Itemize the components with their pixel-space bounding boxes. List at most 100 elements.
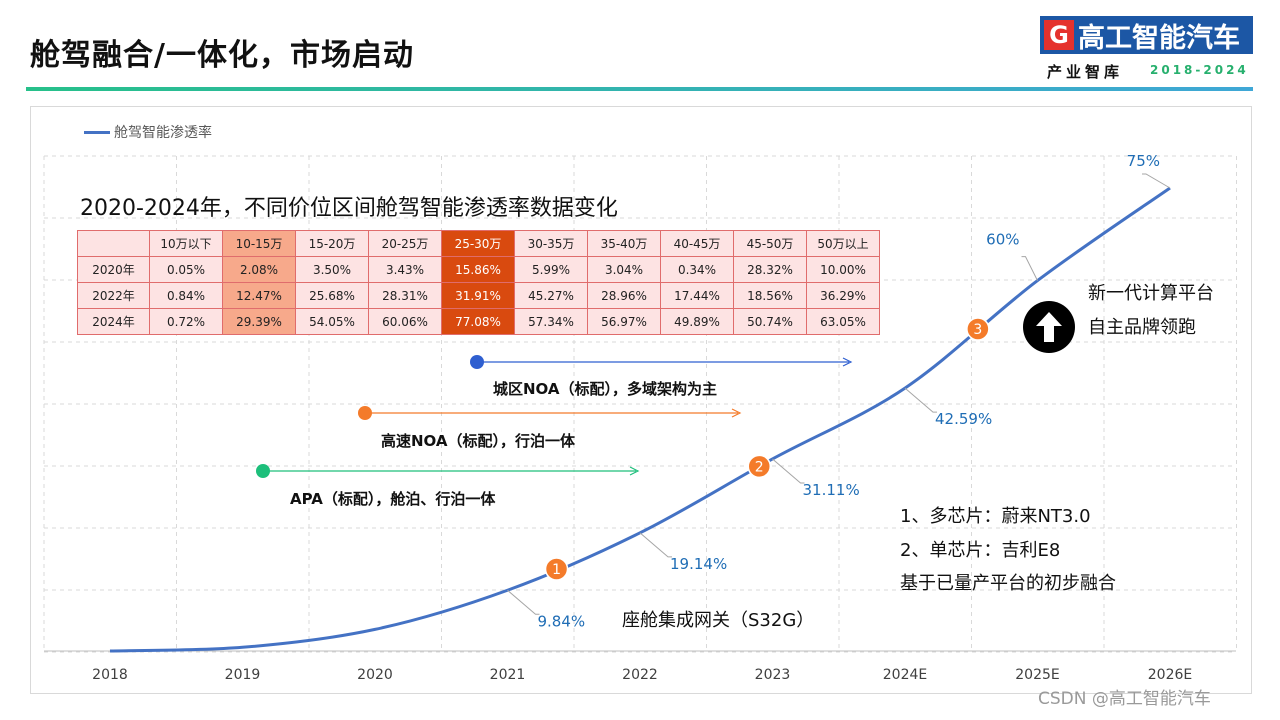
x-tick-label: 2020 bbox=[357, 667, 393, 683]
note-platform: 基于已量产平台的初步融合 bbox=[900, 573, 1116, 594]
table-header-cell: 30-35万 bbox=[514, 230, 588, 257]
table-row-year: 2024年 bbox=[77, 308, 150, 335]
table-cell: 63.05% bbox=[806, 308, 880, 335]
x-tick-label: 2018 bbox=[92, 667, 128, 683]
data-label: 60% bbox=[986, 231, 1019, 249]
x-tick-label: 2024E bbox=[883, 667, 927, 683]
table-cell: 29.39% bbox=[222, 308, 296, 335]
x-tick-label: 2019 bbox=[225, 667, 261, 683]
table-header-cell: 40-45万 bbox=[660, 230, 734, 257]
table-cell: 15.86% bbox=[441, 256, 515, 283]
table-cell: 5.99% bbox=[514, 256, 588, 283]
data-label: 75% bbox=[1127, 152, 1160, 170]
table-cell: 3.43% bbox=[368, 256, 442, 283]
table-row: 2024年 0.72% 29.39% 54.05% 60.06% 77.08% … bbox=[77, 308, 880, 335]
note-gateway: 座舱集成网关（S32G） bbox=[622, 610, 815, 631]
table-cell: 12.47% bbox=[222, 282, 296, 309]
table-cell: 28.31% bbox=[368, 282, 442, 309]
table-cell: 36.29% bbox=[806, 282, 880, 309]
page-title: 舱驾融合/一体化，市场启动 bbox=[30, 38, 414, 73]
logo-mark-icon: G bbox=[1044, 20, 1074, 50]
table-heading: 2020-2024年，不同价位区间舱驾智能渗透率数据变化 bbox=[80, 196, 618, 221]
x-tick-label: 2023 bbox=[755, 667, 791, 683]
table-cell: 17.44% bbox=[660, 282, 734, 309]
data-label-leader bbox=[507, 589, 540, 615]
table-cell: 50.74% bbox=[733, 308, 807, 335]
legend-line-icon bbox=[84, 130, 110, 134]
table-cell: 0.72% bbox=[149, 308, 223, 335]
note-chip-single: 2、单芯片：吉利E8 bbox=[900, 540, 1061, 561]
table-cell: 3.04% bbox=[587, 256, 661, 283]
x-tick-label: 2022 bbox=[622, 667, 658, 683]
title-divider bbox=[26, 87, 1253, 91]
table-header-row: 10万以下 10-15万 15-20万 20-25万 25-30万 30-35万… bbox=[77, 230, 880, 257]
logo-text: 高工智能汽车 bbox=[1078, 22, 1240, 54]
table-cell: 28.32% bbox=[733, 256, 807, 283]
table-header-cell bbox=[77, 230, 150, 257]
milestone-apa: APA（标配），舱泊、行泊一体 bbox=[290, 490, 496, 508]
table-cell: 31.91% bbox=[441, 282, 515, 309]
milestone-arrow-city-noa bbox=[470, 355, 853, 369]
data-label: 19.14% bbox=[670, 555, 727, 573]
table-cell: 3.50% bbox=[295, 256, 369, 283]
table-header-cell: 15-20万 bbox=[295, 230, 369, 257]
table-cell: 25.68% bbox=[295, 282, 369, 309]
data-label-leader bbox=[639, 532, 672, 558]
note-chip-multi: 1、多芯片：蔚来NT3.0 bbox=[900, 506, 1091, 527]
data-label: 31.11% bbox=[803, 481, 860, 499]
milestone-arrow-apa bbox=[256, 464, 640, 478]
legend-label: 舱驾智能渗透率 bbox=[114, 125, 212, 141]
milestone-marker: 2 bbox=[747, 454, 771, 479]
chart-legend: 舱驾智能渗透率 bbox=[84, 122, 212, 142]
up-arrow-icon bbox=[1023, 301, 1075, 353]
x-tick-label: 2026E bbox=[1148, 667, 1192, 683]
marker-number: 2 bbox=[755, 459, 764, 475]
table-cell: 18.56% bbox=[733, 282, 807, 309]
milestone-highway-noa: 高速NOA（标配），行泊一体 bbox=[381, 432, 576, 450]
table-header-cell: 50万以上 bbox=[806, 230, 880, 257]
brand-logo: G 高工智能汽车 bbox=[1040, 16, 1253, 54]
table-row-year: 2020年 bbox=[77, 256, 150, 283]
table-row: 2020年 0.05% 2.08% 3.50% 3.43% 15.86% 5.9… bbox=[77, 256, 880, 283]
milestone-arrow-highway-noa bbox=[358, 406, 742, 420]
penetration-table: 10万以下 10-15万 15-20万 20-25万 25-30万 30-35万… bbox=[77, 230, 880, 335]
table-cell: 49.89% bbox=[660, 308, 734, 335]
table-header-cell: 20-25万 bbox=[368, 230, 442, 257]
table-header-cell: 35-40万 bbox=[587, 230, 661, 257]
marker-number: 3 bbox=[973, 322, 982, 338]
watermark: CSDN @高工智能汽车 bbox=[1038, 689, 1211, 709]
series-line bbox=[109, 186, 1171, 653]
chart-panel bbox=[30, 106, 1252, 694]
table-cell: 45.27% bbox=[514, 282, 588, 309]
data-label-leader bbox=[1142, 173, 1171, 189]
table-header-cell: 10万以下 bbox=[149, 230, 223, 257]
x-tick-label: 2021 bbox=[490, 667, 526, 683]
table-cell: 57.34% bbox=[514, 308, 588, 335]
milestone-city-noa: 城区NOA（标配），多域架构为主 bbox=[493, 380, 718, 398]
data-label: 9.84% bbox=[538, 612, 586, 630]
logo-subtitle: 产业智库 bbox=[1047, 63, 1124, 81]
x-tick-label: 2025E bbox=[1015, 667, 1059, 683]
table-cell: 0.05% bbox=[149, 256, 223, 283]
table-cell: 60.06% bbox=[368, 308, 442, 335]
marker-number: 1 bbox=[552, 562, 561, 578]
table-cell: 77.08% bbox=[441, 308, 515, 335]
note-domestic-brands: 自主品牌领跑 bbox=[1088, 317, 1196, 338]
table-header-cell: 10-15万 bbox=[222, 230, 296, 257]
table-cell: 28.96% bbox=[587, 282, 661, 309]
table-row-year: 2022年 bbox=[77, 282, 150, 309]
table-header-cell: 25-30万 bbox=[441, 230, 515, 257]
table-cell: 2.08% bbox=[222, 256, 296, 283]
milestone-marker: 1 bbox=[544, 557, 569, 581]
table-row: 2022年 0.84% 12.47% 25.68% 28.31% 31.91% … bbox=[77, 282, 880, 309]
table-header-cell: 45-50万 bbox=[733, 230, 807, 257]
milestone-marker: 3 bbox=[966, 317, 990, 341]
table-cell: 56.97% bbox=[587, 308, 661, 335]
logo-years: 2018-2024 bbox=[1150, 63, 1249, 77]
table-cell: 0.34% bbox=[660, 256, 734, 283]
data-label-leader bbox=[772, 458, 805, 484]
table-cell: 0.84% bbox=[149, 282, 223, 309]
table-cell: 10.00% bbox=[806, 256, 880, 283]
data-label-leader bbox=[1021, 256, 1038, 281]
data-label: 42.59% bbox=[935, 410, 992, 428]
